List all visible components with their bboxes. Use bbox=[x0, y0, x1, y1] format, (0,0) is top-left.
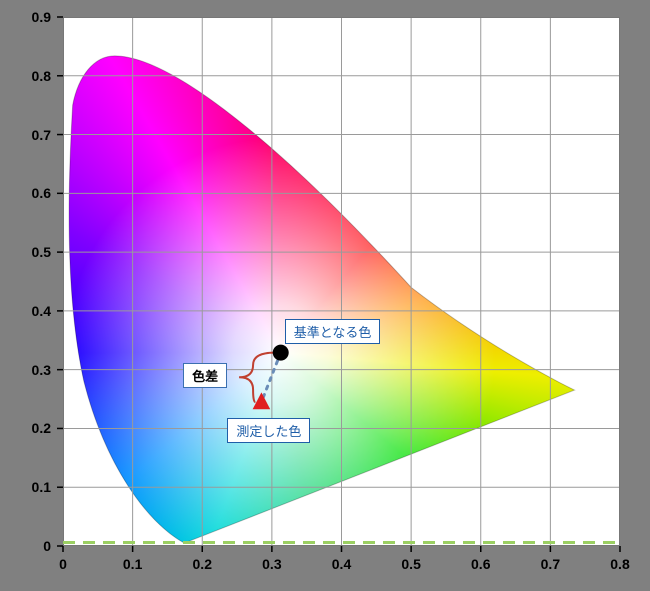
y-tick-4: 0.4 bbox=[32, 303, 51, 319]
x-tick-1: 0.1 bbox=[123, 556, 142, 572]
x-tick-6: 0.6 bbox=[471, 556, 490, 572]
reference-marker bbox=[273, 345, 289, 361]
measured-label: 測定した色 bbox=[227, 418, 310, 443]
chart-plot-area bbox=[63, 17, 620, 546]
y-tick-2: 0.2 bbox=[32, 420, 51, 436]
y-tick-6: 0.6 bbox=[32, 185, 51, 201]
x-tick-8: 0.8 bbox=[610, 556, 629, 572]
chromaticity-chart bbox=[63, 17, 620, 546]
y-tick-1: 0.1 bbox=[32, 479, 51, 495]
y-tick-8: 0.8 bbox=[32, 68, 51, 84]
x-tick-5: 0.5 bbox=[401, 556, 420, 572]
x-tick-4: 0.4 bbox=[332, 556, 351, 572]
y-tick-7: 0.7 bbox=[32, 127, 51, 143]
x-tick-3: 0.3 bbox=[262, 556, 281, 572]
x-tick-0: 0 bbox=[59, 556, 67, 572]
y-tick-5: 0.5 bbox=[32, 244, 51, 260]
x-tick-7: 0.7 bbox=[541, 556, 560, 572]
color-difference-label: 色差 bbox=[183, 363, 227, 388]
reference-label: 基準となる色 bbox=[285, 319, 381, 344]
x-tick-2: 0.2 bbox=[193, 556, 212, 572]
y-tick-9: 0.9 bbox=[32, 9, 51, 25]
y-tick-3: 0.3 bbox=[32, 362, 51, 378]
y-tick-0: 0 bbox=[43, 538, 51, 554]
